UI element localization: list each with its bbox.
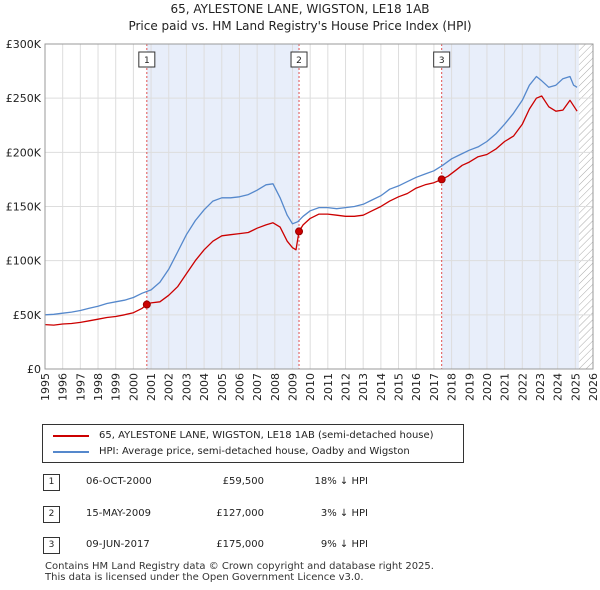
y-tick-label: £250K xyxy=(6,92,42,105)
sale-date: 09-JUN-2017 xyxy=(86,539,150,550)
y-tick-label: £100K xyxy=(6,255,42,268)
x-tick-label: 2010 xyxy=(304,373,317,401)
x-tick-label: 1998 xyxy=(92,373,105,401)
sale-marker-label: 3 xyxy=(439,56,445,66)
price-chart: 1 2 3 £0 £50K £100K £150K £200K £250K £300K 1995 19… xyxy=(6,38,600,401)
x-tick-label: 2012 xyxy=(340,373,353,401)
x-tick-label: 2026 xyxy=(587,373,600,401)
x-tick-label: 2021 xyxy=(499,373,512,401)
x-tick-label: 2008 xyxy=(269,373,282,401)
y-tick-label: £200K xyxy=(6,146,42,159)
x-tick-label: 2023 xyxy=(534,373,547,401)
legend-label-property: 65, AYLESTONE LANE, WIGSTON, LE18 1AB (s… xyxy=(99,430,434,441)
sale-hpi-diff: 9% ↓ HPI xyxy=(320,539,368,550)
x-tick-label: 2025 xyxy=(569,373,582,401)
legend: 65, AYLESTONE LANE, WIGSTON, LE18 1AB (s… xyxy=(42,424,464,463)
x-tick-label: 2006 xyxy=(233,373,246,401)
y-tick-label: £300K xyxy=(6,38,42,51)
sale-price: £59,500 xyxy=(222,476,264,487)
sale-number-badge: 1 xyxy=(43,474,60,491)
x-tick-label: 2016 xyxy=(410,373,423,401)
x-tick-label: 2014 xyxy=(375,373,388,401)
sale-marker-box xyxy=(433,51,451,68)
x-tick-label: 2017 xyxy=(428,373,441,401)
x-tick-label: 2018 xyxy=(446,373,459,401)
x-tick-label: 1995 xyxy=(39,373,52,401)
sale-hpi-diff: 3% ↓ HPI xyxy=(320,508,368,519)
x-tick-label: 2019 xyxy=(463,373,476,401)
footer-copyright: Contains HM Land Registry data © Crown c… xyxy=(45,561,434,572)
legend-label-hpi: HPI: Average price, semi-detached house,… xyxy=(99,446,410,457)
sale-number-badge: 3 xyxy=(43,537,60,554)
sale-price: £175,000 xyxy=(216,539,264,550)
x-tick-label: 1999 xyxy=(110,373,123,401)
chart-subtitle: Price paid vs. HM Land Registry's House … xyxy=(128,19,472,33)
x-tick-label: 2003 xyxy=(180,373,193,401)
x-tick-label: 2001 xyxy=(145,373,158,401)
y-tick-label: £50K xyxy=(13,309,42,322)
legend-swatch-hpi xyxy=(53,451,89,453)
chart-title: 65, AYLESTONE LANE, WIGSTON, LE18 1AB xyxy=(170,2,430,16)
sale-point xyxy=(142,300,151,309)
sale-hpi-diff: 18% ↓ HPI xyxy=(314,476,368,487)
x-tick-label: 1997 xyxy=(74,373,87,401)
x-tick-label: 2004 xyxy=(198,373,211,401)
sale-marker-box xyxy=(290,51,308,68)
x-tick-label: 2007 xyxy=(251,373,264,401)
sale-date: 06-OCT-2000 xyxy=(86,476,152,487)
sale-date: 15-MAY-2009 xyxy=(86,508,152,519)
y-tick-label: £150K xyxy=(6,201,42,214)
legend-swatch-property xyxy=(53,435,89,437)
x-tick-label: 1996 xyxy=(57,373,70,401)
x-tick-label: 2024 xyxy=(552,373,565,401)
x-tick-label: 2009 xyxy=(286,373,299,401)
sale-marker-label: 2 xyxy=(296,56,302,66)
footer-licence: This data is licensed under the Open Gov… xyxy=(45,572,364,583)
sale-number-badge: 2 xyxy=(43,506,60,523)
sale-price: £127,000 xyxy=(216,508,264,519)
sale-marker-label: 1 xyxy=(144,56,150,66)
plot-frame xyxy=(44,43,594,370)
x-tick-label: 2015 xyxy=(393,373,406,401)
x-tick-label: 2020 xyxy=(481,373,494,401)
y-tick-label: £0 xyxy=(27,363,41,376)
sale-point xyxy=(437,175,446,184)
x-tick-label: 2005 xyxy=(216,373,229,401)
x-tick-label: 2022 xyxy=(516,373,529,401)
sale-marker-box xyxy=(138,51,156,68)
x-tick-label: 2002 xyxy=(163,373,176,401)
series-line-hpi xyxy=(44,75,578,316)
x-tick-label: 2000 xyxy=(127,373,140,401)
x-tick-label: 2013 xyxy=(357,373,370,401)
sale-point xyxy=(295,227,304,236)
x-tick-label: 2011 xyxy=(322,373,335,401)
